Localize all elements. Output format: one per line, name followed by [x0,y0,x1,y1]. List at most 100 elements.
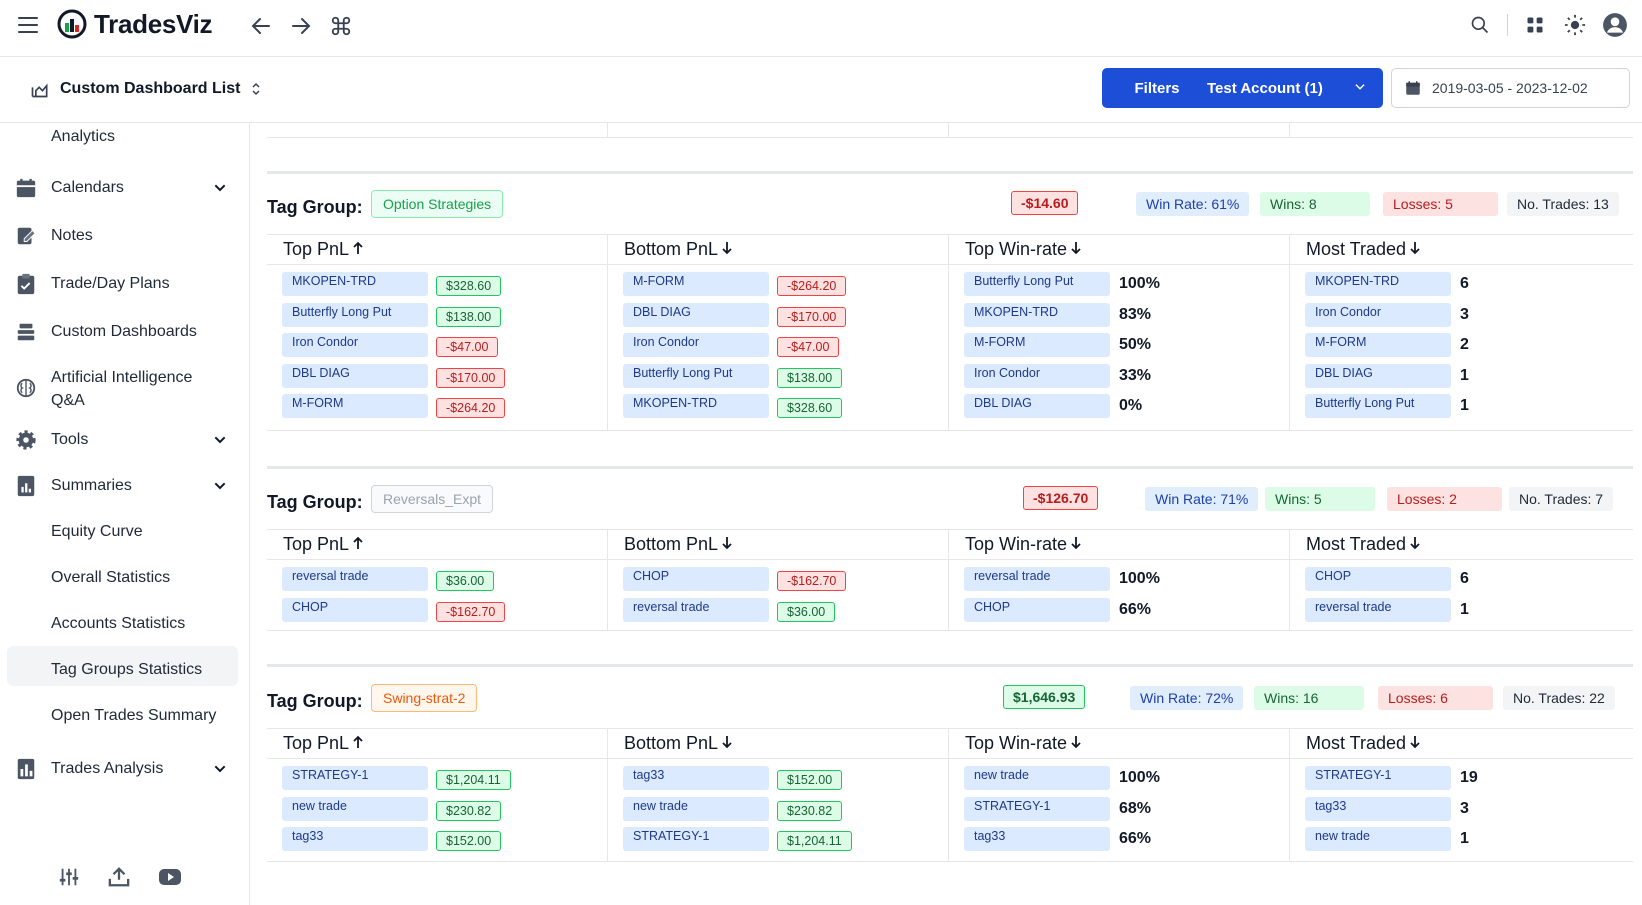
sidebar-item-ai-qa[interactable]: Artificial Intelligence Q&A [14,366,238,412]
tag-chip[interactable]: DBL DIAG [282,363,428,388]
tag-chip[interactable]: Iron Condor [282,333,428,358]
sidebar-item-calendars[interactable]: Calendars [14,176,238,200]
dashboard-list-selector[interactable]: Custom Dashboard List [30,79,262,99]
sidebar-item-summaries[interactable]: Summaries [14,474,238,498]
tag-chip[interactable]: reversal trade [282,567,428,591]
divider [267,171,1633,174]
win-rate-value: 68% [1119,799,1152,817]
tag-chip[interactable]: STRATEGY-1 [282,766,428,790]
account-label: Test Account (1) [1207,79,1323,97]
tag-chip[interactable]: MKOPEN-TRD [282,272,428,296]
tag-chip[interactable]: MKOPEN-TRD [964,302,1110,327]
divider [267,664,1633,667]
column-header[interactable]: Top Win-rate [965,733,1081,754]
column-header[interactable]: Most Traded [1306,733,1420,754]
calendar-icon [14,176,38,200]
arrow-down-icon [1410,733,1420,754]
column-header-label: Bottom PnL [624,534,719,554]
logo[interactable]: TradesViz [56,8,213,40]
tag-chip[interactable]: CHOP [282,597,428,622]
trades-count-badge: No. Trades: 22 [1503,686,1615,710]
column-header[interactable]: Bottom PnL [624,733,732,754]
sidebar-item-notes[interactable]: Notes [14,224,238,248]
tag-chip[interactable]: Iron Condor [964,363,1110,388]
column-header[interactable]: Top PnL [283,733,363,754]
date-range-picker[interactable]: 2019-03-05 - 2023-12-02 [1391,68,1630,108]
tag-chip[interactable]: DBL DIAG [1305,363,1451,388]
sun-icon[interactable] [1562,12,1588,38]
account-dropdown[interactable]: Test Account (1) [1191,68,1383,108]
tag-chip[interactable]: Iron Condor [1305,302,1451,327]
column-header[interactable]: Top PnL [283,239,363,260]
tag-group-name[interactable]: Option Strategies [371,190,504,218]
trade-count-value: 1 [1460,397,1469,415]
tag-chip[interactable]: DBL DIAG [623,302,769,327]
command-icon[interactable] [328,13,354,39]
tag-chip[interactable]: M-FORM [282,394,428,419]
sliders-icon[interactable] [58,866,80,888]
apps-grid-icon[interactable] [1522,12,1548,38]
column-bottom-pnl: Bottom PnL M-FORM -$264.20 DBL DIAG -$170.00… [608,235,949,430]
column-top-winrate: Top Win-rate reversal trade 100% CHOP 66% [949,530,1290,630]
column-header[interactable]: Top Win-rate [965,239,1081,260]
sidebar-item-label: Artificial Intelligence Q&A [51,369,193,409]
tag-chip[interactable]: MKOPEN-TRD [623,394,769,419]
tag-chip[interactable]: new trade [964,766,1110,790]
tag-chip[interactable]: CHOP [623,567,769,591]
sidebar-item-trade-day-plans[interactable]: Trade/Day Plans [14,272,238,296]
sidebar-item-custom-dashboards[interactable]: Custom Dashboards [14,320,238,344]
tag-chip[interactable]: CHOP [964,597,1110,622]
win-rate-value: 100% [1119,769,1160,786]
search-icon[interactable] [1467,12,1493,38]
forward-arrow-icon[interactable] [288,13,314,39]
sidebar-item-tools[interactable]: Tools [14,428,238,452]
tag-chip[interactable]: M-FORM [964,333,1110,358]
tag-chip[interactable]: reversal trade [623,597,769,622]
sidebar-subitem-overall-statistics[interactable]: Overall Statistics [51,569,171,586]
column-header[interactable]: Most Traded [1306,534,1420,555]
tag-chip[interactable]: M-FORM [623,272,769,296]
menu-icon[interactable] [18,17,38,33]
tag-chip[interactable]: STRATEGY-1 [964,796,1110,821]
sidebar-subitem-accounts-statistics[interactable]: Accounts Statistics [51,615,186,632]
tag-chip[interactable]: tag33 [282,827,428,852]
tag-chip[interactable]: Butterfly Long Put [964,272,1110,296]
column-header[interactable]: Top PnL [283,534,363,555]
tag-chip[interactable]: reversal trade [964,567,1110,591]
column-header[interactable]: Top Win-rate [965,534,1081,555]
tag-chip[interactable]: tag33 [1305,796,1451,821]
tag-chip[interactable]: STRATEGY-1 [1305,766,1451,790]
back-arrow-icon[interactable] [248,13,274,39]
tag-chip[interactable]: new trade [1305,827,1451,852]
sidebar-item-analytics[interactable]: Analytics [14,125,238,149]
user-avatar-icon[interactable] [1602,12,1628,38]
sidebar-subitem-tag-groups-statistics[interactable]: Tag Groups Statistics [51,661,203,678]
sidebar-item-label: Analytics [51,128,116,145]
tag-chip[interactable]: Butterfly Long Put [282,302,428,327]
tag-chip[interactable]: MKOPEN-TRD [1305,272,1451,296]
upload-icon[interactable] [108,866,130,888]
column-header[interactable]: Bottom PnL [624,239,732,260]
tag-chip[interactable]: tag33 [623,766,769,790]
column-header[interactable]: Bottom PnL [624,534,732,555]
column-header-label: Top Win-rate [965,733,1068,753]
tag-chip[interactable]: DBL DIAG [964,394,1110,419]
sidebar-subitem-equity-curve[interactable]: Equity Curve [51,523,143,540]
tag-chip[interactable]: Butterfly Long Put [623,363,769,388]
trade-count-value: 3 [1460,799,1469,817]
tag-chip[interactable]: Iron Condor [623,333,769,358]
tag-chip[interactable]: Butterfly Long Put [1305,394,1451,419]
tag-chip[interactable]: STRATEGY-1 [623,827,769,852]
sidebar-item-trades-analysis[interactable]: Trades Analysis [14,757,238,781]
tag-group-name[interactable]: Swing-strat-2 [371,684,478,712]
tag-group-name[interactable]: Reversals_Expt [371,485,494,513]
tag-chip[interactable]: reversal trade [1305,597,1451,622]
tag-chip[interactable]: tag33 [964,827,1110,852]
sidebar-subitem-open-trades-summary[interactable]: Open Trades Summary [51,707,217,724]
column-header[interactable]: Most Traded [1306,239,1420,260]
youtube-icon[interactable] [158,866,182,888]
tag-chip[interactable]: M-FORM [1305,333,1451,358]
tag-chip[interactable]: new trade [282,796,428,821]
tag-chip[interactable]: CHOP [1305,567,1451,591]
tag-chip[interactable]: new trade [623,796,769,821]
